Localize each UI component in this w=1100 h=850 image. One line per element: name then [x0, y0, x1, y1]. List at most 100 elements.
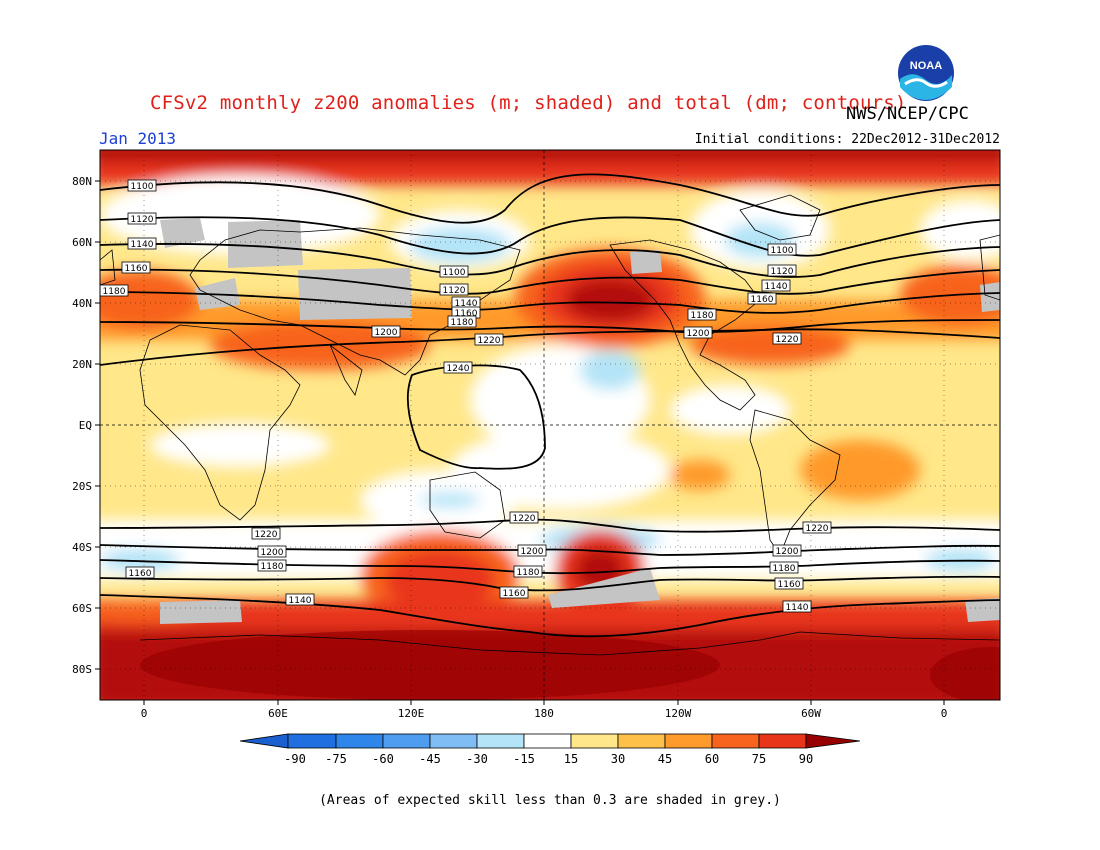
lon-label: 60E	[268, 707, 288, 720]
colorbar-high-arrow	[805, 733, 861, 749]
svg-text:1220: 1220	[806, 524, 829, 534]
contour-label-1200: 1200	[371, 325, 401, 338]
svg-text:1160: 1160	[125, 264, 148, 274]
colorbar-swatch	[429, 733, 478, 749]
colorbar-label: 30	[611, 752, 625, 766]
contour-label-1180: 1180	[513, 565, 543, 578]
colorbar-label: -75	[325, 752, 347, 766]
contour-label-1220: 1220	[251, 527, 281, 540]
lat-label: 40S	[72, 541, 92, 554]
colorbar-swatch	[758, 733, 807, 749]
contour-label-1120: 1120	[439, 283, 469, 296]
svg-text:1180: 1180	[261, 562, 284, 572]
colorbar-swatch	[711, 733, 760, 749]
colorbar-label: 90	[799, 752, 813, 766]
lon-label: 0	[141, 707, 148, 720]
contour-label-1180: 1180	[257, 559, 287, 572]
svg-text:1100: 1100	[443, 268, 466, 278]
agency-label: NWS/NCEP/CPC	[846, 104, 969, 124]
svg-text:1200: 1200	[261, 548, 284, 558]
colorbar-label: -45	[419, 752, 441, 766]
svg-text:1120: 1120	[771, 267, 794, 277]
colorbar-label: 75	[752, 752, 766, 766]
svg-text:1200: 1200	[521, 547, 544, 557]
initial-conditions-label: Initial conditions: 22Dec2012-31Dec2012	[694, 132, 1000, 147]
contour-label-1220: 1220	[772, 332, 802, 345]
chart-title: CFSv2 monthly z200 anomalies (m; shaded)…	[150, 92, 907, 114]
svg-text:1140: 1140	[289, 596, 312, 606]
lat-label: 40N	[72, 297, 92, 310]
contour-labels: 1100 1120 1140 1160 1180 1100 1120 1140 …	[100, 179, 832, 613]
svg-text:1120: 1120	[443, 286, 466, 296]
colorbar-swatch	[617, 733, 666, 749]
lon-label: 0	[941, 707, 948, 720]
svg-text:1180: 1180	[517, 568, 540, 578]
contour-label-1100: 1100	[127, 179, 157, 192]
svg-text:1100: 1100	[771, 246, 794, 256]
contour-label-1180: 1180	[769, 561, 799, 574]
lat-label: 60N	[72, 236, 92, 249]
height-contours	[100, 173, 1000, 638]
valid-month-label: Jan 2013	[99, 129, 177, 148]
skill-footnote: (Areas of expected skill less than 0.3 a…	[319, 793, 781, 808]
colorbar-label: 15	[564, 752, 578, 766]
contour-label-1160: 1160	[125, 566, 155, 579]
longitude-axis: 0 60E 120E 180 120W 60W 0	[141, 700, 948, 720]
lon-label: 120W	[665, 707, 692, 720]
contour-label-1140: 1140	[761, 279, 791, 292]
svg-text:1160: 1160	[778, 580, 801, 590]
noaa-logo-icon: NOAA	[896, 43, 956, 103]
svg-text:1180: 1180	[773, 564, 796, 574]
contour-label-1220: 1220	[474, 333, 504, 346]
contour-label-1200: 1200	[517, 544, 547, 557]
contour-label-1180: 1180	[687, 308, 717, 321]
svg-text:1200: 1200	[687, 329, 710, 339]
svg-text:1160: 1160	[129, 569, 152, 579]
contour-label-1160: 1160	[121, 261, 151, 274]
contour-label-1160: 1160	[774, 577, 804, 590]
colorbar-swatch	[287, 733, 337, 749]
contour-label-1160: 1160	[747, 292, 777, 305]
colorbar-label: -60	[372, 752, 394, 766]
lon-label: 180	[534, 707, 554, 720]
colorbar-swatch	[476, 733, 525, 749]
contour-label-1140: 1140	[285, 593, 315, 606]
contour-label-1100: 1100	[767, 243, 797, 256]
lon-label: 120E	[398, 707, 425, 720]
anomaly-shading: 1100 1120 1140 1160 1180 1100 1120 1140 …	[100, 150, 1000, 700]
contour-label-1100: 1100	[439, 265, 469, 278]
colorbar-low-arrow	[239, 733, 289, 749]
contour-label-1120: 1120	[127, 212, 157, 225]
colorbar-label: -90	[284, 752, 306, 766]
contour-label-1240: 1240	[443, 361, 473, 374]
colorbar: -90 -75 -60 -45 -30 -15 15 30 45 60 75 9…	[239, 733, 861, 766]
svg-text:1240: 1240	[447, 364, 470, 374]
colorbar-label: -30	[466, 752, 488, 766]
svg-text:1140: 1140	[455, 299, 478, 309]
low-skill-areas	[160, 218, 1000, 624]
svg-text:1220: 1220	[255, 530, 278, 540]
colorbar-swatch	[382, 733, 431, 749]
contour-label-1220: 1220	[509, 511, 539, 524]
svg-text:1140: 1140	[786, 603, 809, 613]
contour-label-1140: 1140	[782, 600, 812, 613]
svg-text:1200: 1200	[375, 328, 398, 338]
lon-label: 60W	[801, 707, 821, 720]
svg-text:1220: 1220	[478, 336, 501, 346]
latitude-axis: 80N 60N 40N 20N EQ 20S 40S 60S 80S	[72, 175, 100, 676]
svg-text:1140: 1140	[765, 282, 788, 292]
lat-label: 60S	[72, 602, 92, 615]
svg-text:1220: 1220	[513, 514, 536, 524]
colorbar-swatch	[335, 733, 384, 749]
contour-label-1200: 1200	[683, 326, 713, 339]
contour-label-1180: 1180	[447, 315, 477, 328]
contour-label-1140: 1140	[127, 237, 157, 250]
svg-text:1220: 1220	[776, 335, 799, 345]
svg-text:1100: 1100	[131, 182, 154, 192]
contour-label-1200: 1200	[772, 544, 802, 557]
lat-label: EQ	[79, 419, 92, 432]
svg-text:1180: 1180	[451, 318, 474, 328]
contour-label-1220: 1220	[802, 521, 832, 534]
contour-label-1200: 1200	[257, 545, 287, 558]
colorbar-label: 45	[658, 752, 672, 766]
